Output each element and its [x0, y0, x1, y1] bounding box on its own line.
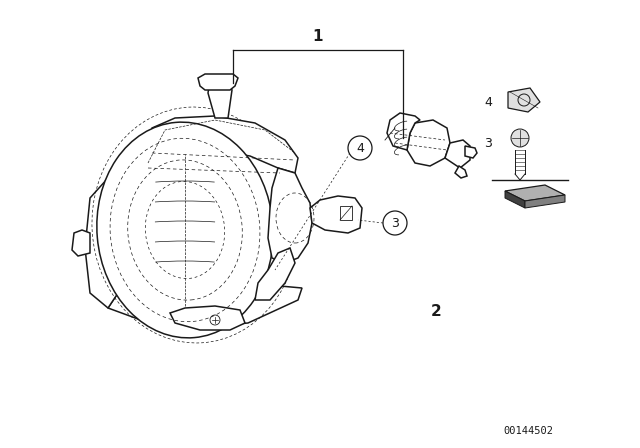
Polygon shape [198, 74, 238, 90]
Polygon shape [455, 166, 467, 178]
Circle shape [348, 136, 372, 160]
Polygon shape [340, 206, 352, 220]
Polygon shape [407, 120, 450, 166]
Polygon shape [108, 286, 302, 330]
Polygon shape [525, 195, 565, 208]
Polygon shape [465, 146, 477, 158]
Text: 1: 1 [313, 29, 323, 43]
Polygon shape [72, 230, 90, 256]
Polygon shape [505, 185, 565, 201]
Polygon shape [310, 196, 362, 233]
Text: 4: 4 [356, 142, 364, 155]
Polygon shape [268, 168, 312, 263]
Text: 3: 3 [484, 137, 492, 150]
Polygon shape [255, 248, 295, 300]
Polygon shape [505, 191, 525, 208]
Text: 00144502: 00144502 [503, 426, 553, 436]
Text: 2: 2 [431, 303, 442, 319]
Ellipse shape [97, 122, 273, 338]
Circle shape [511, 129, 529, 147]
Polygon shape [148, 116, 298, 178]
Polygon shape [85, 178, 120, 308]
Polygon shape [208, 78, 232, 118]
Polygon shape [170, 306, 245, 330]
Polygon shape [387, 113, 420, 150]
Polygon shape [508, 88, 540, 112]
Text: 4: 4 [484, 95, 492, 108]
Text: 3: 3 [391, 216, 399, 229]
Polygon shape [445, 140, 470, 168]
Circle shape [383, 211, 407, 235]
